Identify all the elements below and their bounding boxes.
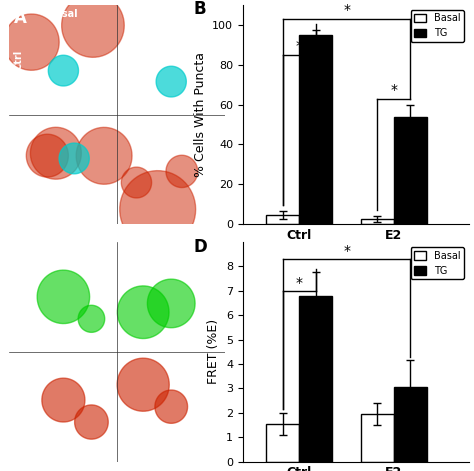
- Polygon shape: [30, 127, 82, 179]
- Text: E2: E2: [14, 163, 24, 176]
- Text: *: *: [296, 39, 303, 53]
- Text: Orai1-YFP
(donor): Orai1-YFP (donor): [4, 276, 24, 318]
- Polygon shape: [78, 305, 105, 333]
- Polygon shape: [4, 14, 59, 70]
- Text: Ctrl: Ctrl: [14, 49, 24, 70]
- Text: TG: TG: [164, 9, 179, 19]
- Text: A: A: [14, 9, 27, 27]
- Polygon shape: [59, 143, 89, 174]
- Bar: [300, 35, 332, 224]
- Polygon shape: [121, 167, 152, 198]
- Bar: [300, 296, 332, 462]
- Bar: [266, 424, 300, 462]
- Text: B: B: [193, 0, 206, 18]
- Text: *: *: [343, 244, 350, 258]
- Polygon shape: [27, 134, 68, 177]
- Text: *: *: [390, 82, 397, 97]
- Bar: [361, 219, 394, 224]
- Bar: [266, 215, 300, 224]
- Bar: [394, 387, 427, 462]
- Polygon shape: [166, 155, 198, 187]
- Polygon shape: [48, 55, 79, 86]
- Text: Basal: Basal: [48, 9, 78, 19]
- Bar: [361, 414, 394, 462]
- Polygon shape: [117, 358, 169, 411]
- Text: STIM1-mCh
(acceptor): STIM1-mCh (acceptor): [4, 382, 24, 431]
- Polygon shape: [42, 378, 85, 422]
- Legend: Basal, TG: Basal, TG: [410, 247, 465, 279]
- Text: C: C: [14, 246, 26, 264]
- Polygon shape: [156, 66, 186, 97]
- Polygon shape: [155, 390, 188, 423]
- Bar: [394, 116, 427, 224]
- Text: *: *: [296, 276, 303, 290]
- Text: D: D: [193, 237, 207, 256]
- Text: *: *: [343, 3, 350, 16]
- Y-axis label: FRET (%E): FRET (%E): [208, 319, 220, 384]
- Polygon shape: [37, 270, 90, 324]
- Text: Postbleach: Postbleach: [145, 246, 197, 255]
- Y-axis label: % Cells With Puncta: % Cells With Puncta: [193, 52, 207, 177]
- Polygon shape: [120, 171, 196, 248]
- Polygon shape: [76, 127, 132, 184]
- Polygon shape: [118, 286, 169, 339]
- Legend: Basal, TG: Basal, TG: [410, 9, 465, 42]
- Polygon shape: [74, 405, 108, 439]
- Polygon shape: [147, 279, 195, 328]
- Polygon shape: [62, 0, 124, 57]
- Text: Prebleach: Prebleach: [40, 246, 87, 255]
